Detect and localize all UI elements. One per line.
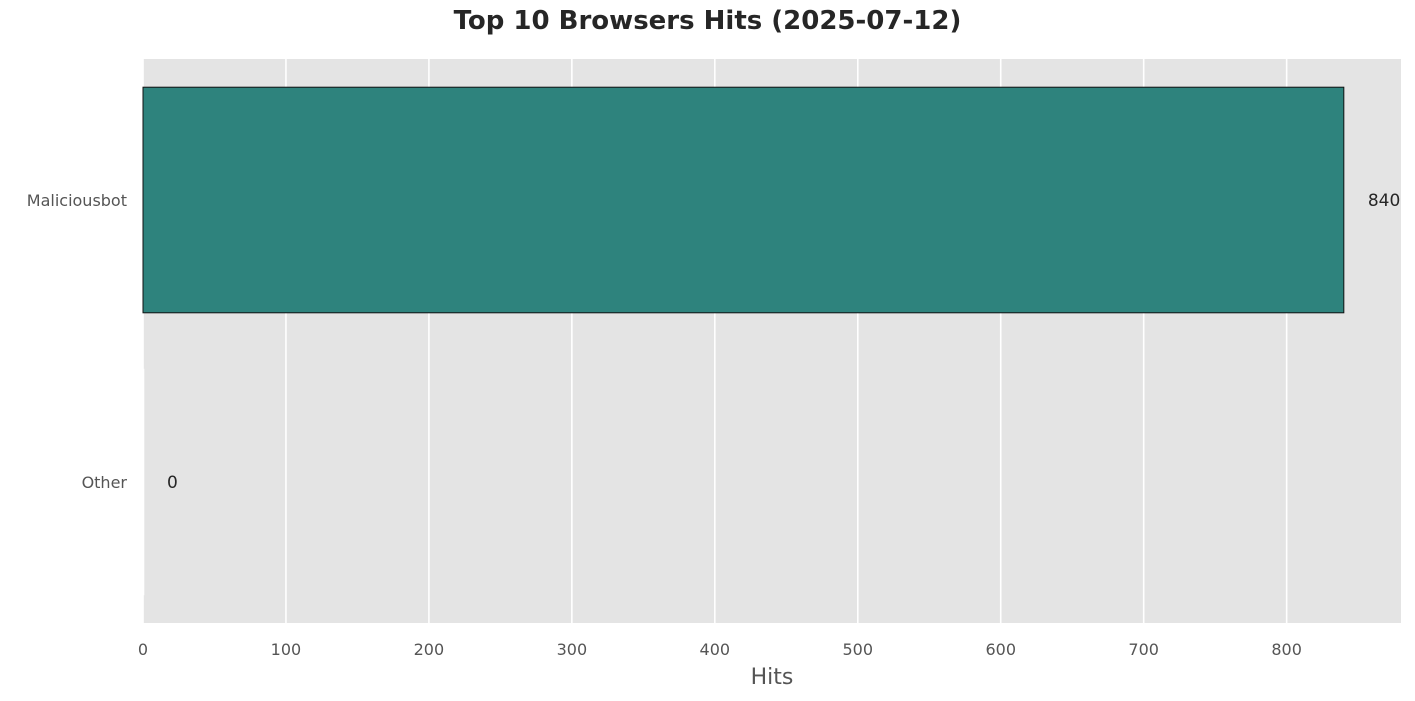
chart-title: Top 10 Browsers Hits (2025-07-12) [453, 6, 962, 36]
data-labels: 840 0 [167, 191, 1400, 493]
x-tick-labels: 0 100 200 300 400 500 600 700 800 [138, 640, 1302, 659]
data-label: 840 [1368, 191, 1400, 211]
category-labels: Maliciousbot Other [27, 191, 128, 492]
x-tick-label: 0 [138, 640, 148, 659]
category-label: Other [82, 473, 128, 492]
bar [142, 86, 1345, 314]
x-tick-label: 800 [1271, 640, 1302, 659]
x-tick-label: 700 [1128, 640, 1159, 659]
bar [142, 368, 145, 596]
x-tick-label: 600 [985, 640, 1016, 659]
category-label: Maliciousbot [27, 191, 127, 210]
x-tick-label: 200 [414, 640, 445, 659]
x-tick-label: 100 [271, 640, 302, 659]
x-axis-title: Hits [751, 665, 794, 690]
bars [142, 86, 1345, 596]
x-tick-label: 500 [842, 640, 873, 659]
x-tick-label: 400 [700, 640, 731, 659]
x-tick-label: 300 [557, 640, 588, 659]
data-label: 0 [167, 473, 178, 493]
